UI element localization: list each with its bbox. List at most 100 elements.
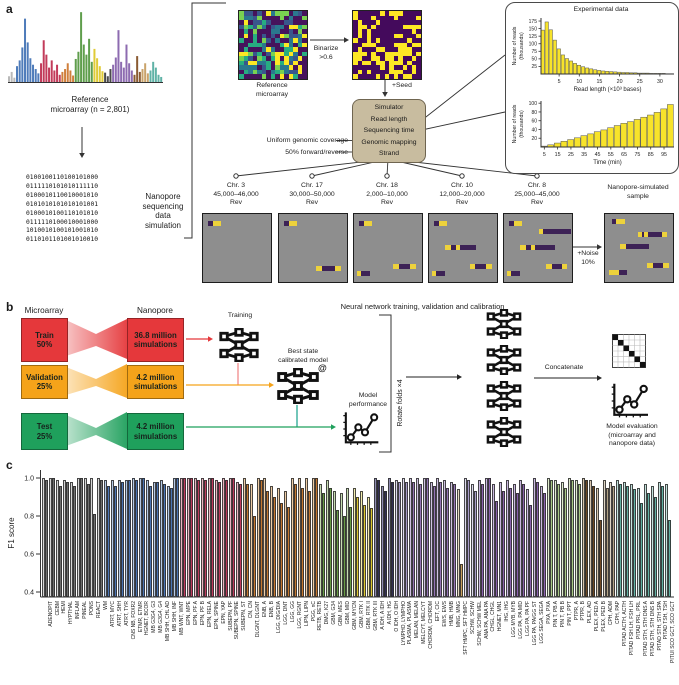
svg-text:100: 100	[529, 42, 538, 48]
svg-text:80: 80	[531, 110, 537, 116]
f1-bar	[211, 478, 215, 597]
read-segment	[546, 264, 568, 270]
f1-category-label: ATRT, MYC	[109, 601, 116, 627]
f1-bar	[370, 508, 374, 597]
f1-bar	[616, 479, 620, 597]
f1-bar	[567, 478, 571, 597]
f1-bar	[307, 491, 311, 597]
f1-bar	[256, 478, 260, 597]
f1-bar	[515, 493, 519, 597]
f1-category-label: ANA PA, ANA PA	[483, 601, 490, 639]
f1-bar	[197, 479, 201, 597]
reference-microarray-heatmap	[238, 10, 308, 80]
f1-bar	[446, 487, 450, 597]
f1-bar	[215, 479, 218, 597]
svg-text:Time (min): Time (min)	[593, 160, 621, 166]
f1-bar	[311, 478, 315, 597]
forward-reverse-label: 50% forward/reverse	[285, 148, 348, 156]
f1-bar	[637, 487, 641, 597]
f1-bar	[346, 487, 350, 597]
f1-bar	[404, 481, 408, 597]
panel-a-connector-lines	[79, 2, 602, 250]
f1-bar	[418, 483, 422, 597]
chromosome-tile	[202, 213, 272, 283]
model-performance-plot-icon	[340, 410, 380, 448]
f1-bar	[45, 479, 48, 597]
svg-text:25: 25	[531, 64, 537, 70]
chromosome-tile	[278, 213, 348, 283]
svg-text:75: 75	[531, 49, 537, 55]
f1-bar	[577, 483, 581, 597]
svg-text:50: 50	[531, 57, 537, 63]
f1-bar	[561, 481, 564, 597]
fold-network-icon-1	[484, 309, 524, 339]
chromosome-tile	[503, 213, 573, 283]
microarray-column-header: Microarray	[24, 306, 64, 315]
f1-category-label: SUBEPN, SPINE	[234, 601, 241, 640]
svg-text:60: 60	[531, 119, 537, 125]
read-segment	[359, 220, 373, 226]
training-label: Training	[227, 312, 253, 319]
f1-bar	[464, 478, 468, 597]
f1-bar	[467, 479, 471, 597]
f1-bar	[235, 481, 239, 597]
f1-bar	[194, 478, 198, 597]
f1-bar	[339, 493, 343, 597]
f1-bar	[353, 487, 357, 597]
f1-bar	[245, 483, 249, 597]
f1-category-label: ADENOPIT	[47, 601, 54, 627]
tile-label: Chr. 10 12,000–20,000 Rev	[439, 182, 485, 206]
f1-category-label: PONS	[89, 601, 96, 616]
f1-chart-axis: 1.0 0.8 0.6 0.4 F1 score	[7, 470, 674, 598]
model-performance-label: Model performance	[348, 392, 388, 408]
nanopore-simulations-box: 36.8 million simulations	[127, 318, 184, 362]
svg-text:0.6: 0.6	[24, 551, 34, 558]
f1-category-label: IHG, IHG	[504, 601, 511, 622]
f1-bar	[619, 483, 623, 597]
reference-microarray-caption: Reference microarray (n = 2,801)	[50, 95, 130, 114]
noise-label: +Noise 10%	[577, 250, 599, 266]
f1-bar	[55, 479, 59, 597]
svg-text:40: 40	[531, 127, 537, 133]
f1-bar	[356, 497, 360, 597]
f1-bar	[397, 481, 401, 597]
read-segment	[445, 245, 476, 251]
f1-bar	[574, 479, 578, 597]
f1-bar	[501, 491, 505, 597]
f1-bar	[477, 479, 481, 597]
f1-bar	[294, 483, 298, 597]
f1-bar	[626, 485, 630, 597]
f1-category-label: LGG, RGNT	[296, 601, 303, 629]
f1-bar	[201, 478, 205, 597]
f1-bar	[107, 485, 111, 597]
read-segment	[539, 228, 571, 234]
simulator-row: Sequencing time	[363, 127, 415, 135]
f1-bar	[480, 483, 484, 597]
read-segment	[393, 264, 416, 270]
seed-label: +Seed	[392, 82, 412, 89]
time-chart: 20 40 60 80 100 5 15 25 35 45 55 65 75 85 95 Time (min)…	[512, 101, 674, 166]
fold-network-icon-2	[484, 345, 524, 375]
f1-bar	[145, 479, 149, 597]
f1-category-label: PXA, PXA	[545, 601, 552, 624]
f1-category-label: PLEX, AD	[587, 601, 594, 624]
microarray-split-box: Test 25%	[21, 413, 68, 450]
f1-category-label: HMB, HMB	[448, 601, 455, 626]
f1-category-label: PLASMA, PLASMA	[407, 601, 414, 645]
f1-bar	[42, 478, 45, 597]
f1-category-label: LGG PA, PA/GG ST	[532, 601, 538, 646]
f1-category-label: CEBM	[54, 601, 61, 616]
f1-bar	[443, 479, 447, 597]
f1-bar	[69, 481, 73, 597]
rotate-folds-label: Rotate folds ×4	[397, 379, 404, 426]
best-state-label: Best state calibrated model	[278, 348, 328, 364]
f1-category-label: EPN, PF A	[192, 601, 199, 625]
evaluation-plot-icon	[608, 382, 650, 420]
chromosome-tile	[353, 213, 423, 283]
read-segment	[611, 219, 625, 225]
f1-bar	[598, 519, 602, 597]
f1-bar	[65, 481, 69, 597]
f1-bar	[640, 502, 644, 597]
f1-category-label: MNG, MNG	[455, 601, 462, 628]
f1-bar	[484, 478, 488, 597]
